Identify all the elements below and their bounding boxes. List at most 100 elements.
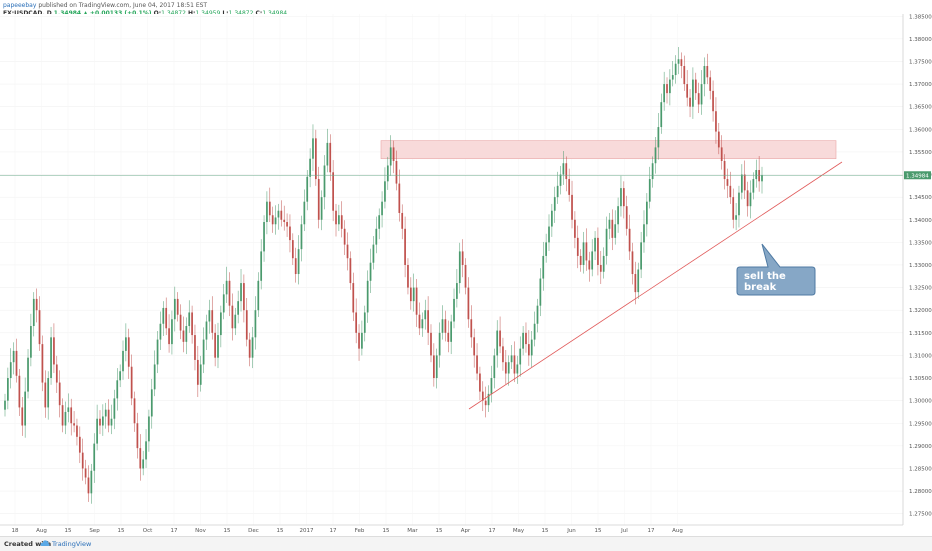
y-axis[interactable]: 1.38500 1.38000 1.37500 1.37000 1.36500 1.360… <box>909 14 932 517</box>
candle-body <box>643 224 645 243</box>
x-tick-label: Feb <box>355 528 365 534</box>
candle-body <box>386 165 389 182</box>
candle-body <box>234 314 237 329</box>
candle-body <box>729 185 732 198</box>
x-axis[interactable]: 18 Aug 15 Sep 15 Oct 17 Nov 15 Dec 15 2017 17 Feb 15 Ma… <box>12 528 683 534</box>
candle-body <box>646 201 648 225</box>
up-arrow-icon: ▲ <box>83 10 88 17</box>
candle-body <box>617 206 619 225</box>
candle-body <box>58 382 61 406</box>
y-tick-label: 1.28500 <box>909 466 932 472</box>
candle-body <box>516 364 519 374</box>
candle-body <box>418 314 421 329</box>
candle-body <box>44 382 47 408</box>
author-name[interactable]: papeeebay <box>3 2 37 9</box>
candle-body <box>352 283 355 313</box>
chart-header: papeeebay published on TradingView.com, … <box>0 0 932 20</box>
candle-body <box>732 197 735 220</box>
candle-body <box>38 310 41 345</box>
candle-body <box>340 215 343 229</box>
x-tick-label: 15 <box>65 528 72 534</box>
candle-body <box>343 228 346 245</box>
candle-body <box>191 312 193 336</box>
candle-body <box>513 355 516 374</box>
candle-body <box>712 90 714 112</box>
candle-body <box>179 314 182 331</box>
candle-body <box>139 448 142 469</box>
candle-body <box>692 79 694 107</box>
x-tick-label: Mar <box>407 528 418 534</box>
candle-body <box>101 416 104 426</box>
y-tick-label: 1.36500 <box>909 105 932 111</box>
candle-body <box>453 298 455 322</box>
candle-body <box>507 362 510 374</box>
y-tick-label: 1.37500 <box>909 59 932 65</box>
y-tick-label: 1.32500 <box>909 286 932 292</box>
candle-body <box>127 337 130 367</box>
candle-body <box>499 330 501 347</box>
candle-body <box>4 400 6 410</box>
candle-body <box>447 332 450 342</box>
resistance-zone-rect <box>380 140 837 160</box>
candle-body <box>237 301 240 315</box>
candle-body <box>363 312 366 333</box>
candle-body <box>392 147 395 161</box>
note-line1: sell the <box>744 271 786 282</box>
x-tick-label: 15 <box>118 528 125 534</box>
candle-body <box>205 321 208 340</box>
candle-body <box>654 147 657 164</box>
candle-body <box>136 423 139 449</box>
candle-body <box>631 251 634 275</box>
candle-body <box>251 337 254 358</box>
candle-body <box>743 174 746 191</box>
candle-body <box>427 310 429 333</box>
tradingview-brand[interactable]: TradingView <box>52 540 92 548</box>
candle-body <box>50 337 52 379</box>
candle-body <box>156 339 159 365</box>
candle-body <box>611 219 614 238</box>
candle-body <box>306 176 309 202</box>
candle-body <box>648 179 651 202</box>
candle-body <box>346 244 349 259</box>
candle-body <box>202 339 205 365</box>
candle-body <box>366 280 369 313</box>
candle-body <box>263 222 265 252</box>
candle-body <box>444 319 447 333</box>
candle-body <box>717 131 720 148</box>
candle-body <box>568 179 571 195</box>
y-tick-label: 1.32000 <box>909 308 932 314</box>
y-tick-label: 1.35500 <box>909 150 932 156</box>
candle-body <box>588 260 591 270</box>
candle-body <box>651 163 654 180</box>
trendline-line <box>468 161 843 410</box>
candle-body <box>582 242 585 265</box>
price-chart[interactable]: sell the break 1.38500 1.38000 1.37500 1.37… <box>0 0 932 536</box>
candle-body <box>634 274 637 293</box>
candle-body <box>104 409 107 417</box>
candle-body <box>18 375 21 408</box>
candle-body <box>266 201 268 223</box>
tradingview-cloud-icon[interactable] <box>40 539 50 547</box>
sell-the-break-note[interactable]: sell the break <box>736 243 816 296</box>
y-tick-label: 1.29000 <box>909 444 932 450</box>
resistance-zone[interactable] <box>380 140 837 160</box>
candle-body <box>484 400 487 406</box>
candle-body <box>73 423 75 426</box>
candle-body <box>761 175 763 182</box>
candle-body <box>119 371 121 381</box>
x-tick-label: 17 <box>330 528 337 534</box>
candle-body <box>47 378 50 408</box>
candle-body <box>481 391 484 401</box>
candle-body <box>669 79 671 94</box>
x-tick-label: 2017 <box>300 528 314 534</box>
candle-body <box>335 210 337 225</box>
candle-body <box>504 362 507 374</box>
candle-body <box>412 287 415 302</box>
candle-body <box>683 66 686 85</box>
y-tick-label: 1.34500 <box>909 195 932 201</box>
candle-body <box>12 350 15 363</box>
trendline[interactable] <box>468 161 843 410</box>
candle-body <box>150 389 153 417</box>
y-tick-label: 1.30000 <box>909 399 932 405</box>
candle-body <box>309 158 311 177</box>
